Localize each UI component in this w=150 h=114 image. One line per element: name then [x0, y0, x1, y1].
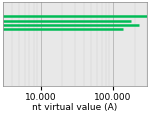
X-axis label: nt virtual value (A): nt virtual value (A) — [32, 102, 118, 111]
